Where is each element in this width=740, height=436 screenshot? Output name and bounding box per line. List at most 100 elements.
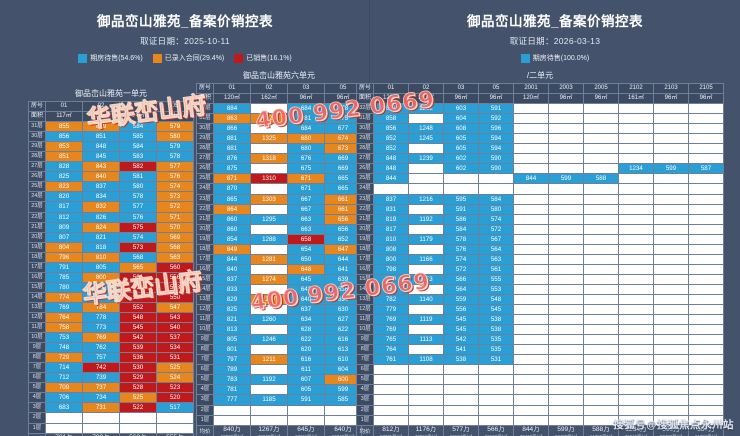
unit-cell[interactable] xyxy=(548,243,584,255)
unit-cell[interactable] xyxy=(583,223,619,235)
unit-cell[interactable]: 785 xyxy=(45,271,83,283)
column-header[interactable]: 03 xyxy=(443,82,479,95)
unit-cell[interactable] xyxy=(513,233,549,245)
unit-cell[interactable]: 671 xyxy=(287,183,325,195)
unit-cell[interactable]: 628 xyxy=(287,324,325,336)
unit-cell[interactable]: 531 xyxy=(478,354,514,366)
unit-cell[interactable]: 810 xyxy=(373,233,409,245)
unit-cell[interactable]: 851 xyxy=(45,151,83,163)
unit-cell[interactable]: 1274 xyxy=(250,273,288,285)
unit-cell[interactable]: 595 xyxy=(443,193,479,205)
unit-cell[interactable]: 804 xyxy=(45,241,83,253)
unit-cell[interactable] xyxy=(618,143,654,155)
unit-cell[interactable]: 591 xyxy=(443,203,479,215)
unit-cell[interactable] xyxy=(583,133,619,145)
unit-cell[interactable]: 571 xyxy=(156,211,194,223)
unit-cell[interactable] xyxy=(583,283,619,295)
unit-cell[interactable]: 555 xyxy=(119,291,157,303)
unit-cell[interactable]: 536 xyxy=(119,352,157,364)
unit-cell[interactable] xyxy=(653,314,689,326)
unit-cell[interactable]: 591 xyxy=(287,394,325,406)
unit-cell[interactable]: 648 xyxy=(287,263,325,275)
unit-cell[interactable] xyxy=(513,414,549,426)
unit-cell[interactable] xyxy=(478,364,514,376)
unit-cell[interactable]: 586 xyxy=(443,213,479,225)
unit-cell[interactable] xyxy=(583,344,619,356)
unit-cell[interactable] xyxy=(653,103,689,115)
unit-cell[interactable] xyxy=(583,324,619,336)
unit-cell[interactable]: 680 xyxy=(287,143,325,155)
unit-cell[interactable]: 843 xyxy=(82,161,120,173)
unit-cell[interactable]: 810 xyxy=(82,251,120,263)
unit-cell[interactable]: 534 xyxy=(156,342,194,354)
unit-cell[interactable]: 1211 xyxy=(250,354,288,366)
unit-cell[interactable]: 538 xyxy=(478,314,514,326)
unit-cell[interactable] xyxy=(583,213,619,225)
unit-cell[interactable] xyxy=(618,123,654,135)
column-header[interactable]: 2102 xyxy=(618,82,654,95)
unit-cell[interactable]: 563 xyxy=(156,251,194,263)
unit-cell[interactable] xyxy=(618,223,654,235)
unit-cell[interactable]: 742 xyxy=(82,362,120,374)
unit-cell[interactable] xyxy=(478,384,514,396)
unit-cell[interactable] xyxy=(250,143,288,155)
unit-cell[interactable] xyxy=(408,223,444,235)
unit-cell[interactable]: 637 xyxy=(287,304,325,316)
column-header[interactable]: 01 xyxy=(213,82,251,95)
unit-cell[interactable] xyxy=(408,243,444,255)
unit-cell[interactable] xyxy=(250,404,288,416)
unit-cell[interactable] xyxy=(688,344,724,356)
unit-cell[interactable] xyxy=(583,203,619,215)
unit-cell[interactable] xyxy=(653,123,689,135)
unit-cell[interactable]: 545 xyxy=(443,324,479,336)
unit-cell[interactable] xyxy=(250,123,288,135)
unit-cell[interactable] xyxy=(653,263,689,275)
unit-cell[interactable]: 769 xyxy=(45,301,83,313)
unit-cell[interactable] xyxy=(513,404,549,416)
unit-cell[interactable] xyxy=(688,253,724,265)
unit-cell[interactable]: 594 xyxy=(478,133,514,145)
unit-cell[interactable] xyxy=(443,364,479,376)
unit-cell[interactable] xyxy=(688,193,724,205)
unit-cell[interactable]: 881 xyxy=(213,143,251,155)
unit-cell[interactable]: 574 xyxy=(119,231,157,243)
unit-cell[interactable]: 622 xyxy=(287,334,325,346)
unit-cell[interactable]: 824 xyxy=(82,221,120,233)
unit-cell[interactable]: 731 xyxy=(82,402,120,414)
unit-cell[interactable] xyxy=(618,103,654,115)
unit-cell[interactable] xyxy=(688,113,724,125)
unit-cell[interactable]: 1318 xyxy=(250,153,288,165)
unit-cell[interactable]: 848 xyxy=(373,163,409,175)
unit-cell[interactable]: 572 xyxy=(478,223,514,235)
unit-cell[interactable] xyxy=(653,213,689,225)
unit-cell[interactable]: 572 xyxy=(156,201,194,213)
unit-cell[interactable]: 663 xyxy=(287,223,325,235)
unit-cell[interactable] xyxy=(478,414,514,426)
unit-cell[interactable]: 605 xyxy=(443,133,479,145)
unit-cell[interactable]: 1234 xyxy=(618,163,654,175)
unit-cell[interactable]: 564 xyxy=(443,283,479,295)
unit-cell[interactable] xyxy=(548,354,584,366)
column-header[interactable]: 05 xyxy=(156,100,194,113)
unit-cell[interactable]: 826 xyxy=(82,211,120,223)
unit-cell[interactable] xyxy=(443,384,479,396)
unit-cell[interactable]: 788 xyxy=(373,283,409,295)
unit-cell[interactable]: 574 xyxy=(443,253,479,265)
unit-cell[interactable] xyxy=(583,394,619,406)
column-header[interactable]: 01 xyxy=(45,100,83,113)
unit-cell[interactable]: 538 xyxy=(443,354,479,366)
unit-cell[interactable] xyxy=(688,384,724,396)
unit-cell[interactable]: 548 xyxy=(119,311,157,324)
unit-cell[interactable] xyxy=(688,304,724,316)
unit-cell[interactable]: 578 xyxy=(156,151,194,163)
unit-cell[interactable] xyxy=(513,263,549,275)
unit-cell[interactable]: 871 xyxy=(213,173,251,185)
unit-cell[interactable] xyxy=(653,203,689,215)
unit-cell[interactable] xyxy=(653,233,689,245)
unit-cell[interactable]: 758 xyxy=(45,322,83,334)
unit-cell[interactable]: 584 xyxy=(443,223,479,235)
unit-cell[interactable] xyxy=(513,394,549,406)
unit-cell[interactable] xyxy=(548,304,584,316)
unit-cell[interactable] xyxy=(250,304,288,316)
unit-cell[interactable]: 528 xyxy=(119,382,157,394)
